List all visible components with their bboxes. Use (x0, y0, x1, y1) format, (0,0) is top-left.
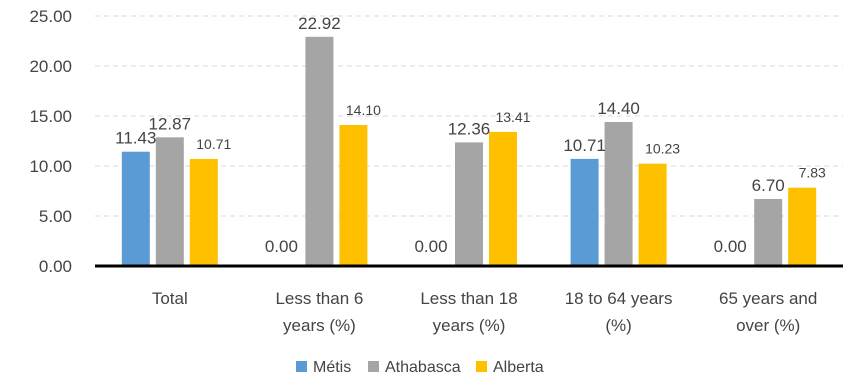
y-tick-label: 5.00 (39, 207, 72, 226)
data-labels: 11.43 0.00 0.00 10.71 0.00 12.87 22.92 12.36 14.… (115, 14, 826, 256)
data-label: 22.92 (298, 14, 341, 33)
data-label: 13.41 (495, 109, 530, 125)
data-label: 14.40 (597, 99, 640, 118)
bar (155, 137, 184, 266)
legend-swatch (368, 361, 379, 372)
data-label: 10.71 (563, 136, 606, 155)
x-category-label: Total (152, 289, 188, 308)
data-label: 10.23 (645, 141, 680, 157)
bar (638, 163, 667, 266)
y-tick-label: 10.00 (29, 157, 72, 176)
x-category-label: years (%) (433, 316, 506, 335)
bar (570, 158, 599, 266)
data-label: 0.00 (265, 237, 298, 256)
bar (189, 158, 218, 266)
bar (339, 125, 368, 266)
data-label: 0.00 (414, 237, 447, 256)
legend: Métis Athabasca Alberta (296, 359, 544, 376)
data-label: 7.83 (799, 165, 826, 181)
bar (788, 187, 817, 266)
x-axis: Total Less than 6 years (%) Less than 18 yea… (152, 289, 818, 335)
y-tick-label: 0.00 (39, 257, 72, 276)
legend-label: Alberta (493, 359, 544, 376)
x-category-label: Less than 18 (420, 289, 517, 308)
y-axis: 0.00 5.00 10.00 15.00 20.00 25.00 (29, 7, 72, 276)
bar (121, 151, 150, 266)
data-label: 12.36 (448, 119, 491, 138)
bar (455, 142, 483, 266)
y-tick-label: 25.00 (29, 7, 72, 26)
x-category-label: over (%) (736, 316, 800, 335)
bar (604, 122, 633, 266)
legend-swatch (296, 361, 307, 372)
bars (121, 36, 817, 266)
x-category-label: (%) (605, 316, 631, 335)
data-label: 12.87 (149, 114, 192, 133)
x-category-label: 65 years and (719, 289, 817, 308)
data-label: 6.70 (752, 176, 785, 195)
y-tick-label: 20.00 (29, 57, 72, 76)
legend-label: Métis (313, 359, 351, 376)
data-label: 14.10 (346, 102, 381, 118)
data-label: 11.43 (115, 129, 156, 148)
data-label: 10.71 (196, 136, 231, 152)
data-label: 0.00 (714, 237, 747, 256)
legend-label: Athabasca (385, 359, 461, 376)
bar (489, 131, 517, 266)
bar (305, 36, 334, 266)
x-category-label: 18 to 64 years (565, 289, 673, 308)
x-category-label: years (%) (283, 316, 356, 335)
legend-swatch (476, 361, 487, 372)
bar (754, 199, 783, 266)
x-category-label: Less than 6 (275, 289, 363, 308)
y-tick-label: 15.00 (29, 107, 72, 126)
